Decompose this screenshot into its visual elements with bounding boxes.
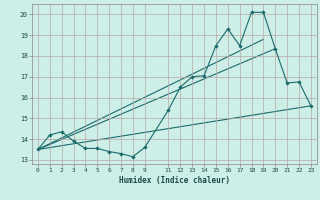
- X-axis label: Humidex (Indice chaleur): Humidex (Indice chaleur): [119, 176, 230, 185]
